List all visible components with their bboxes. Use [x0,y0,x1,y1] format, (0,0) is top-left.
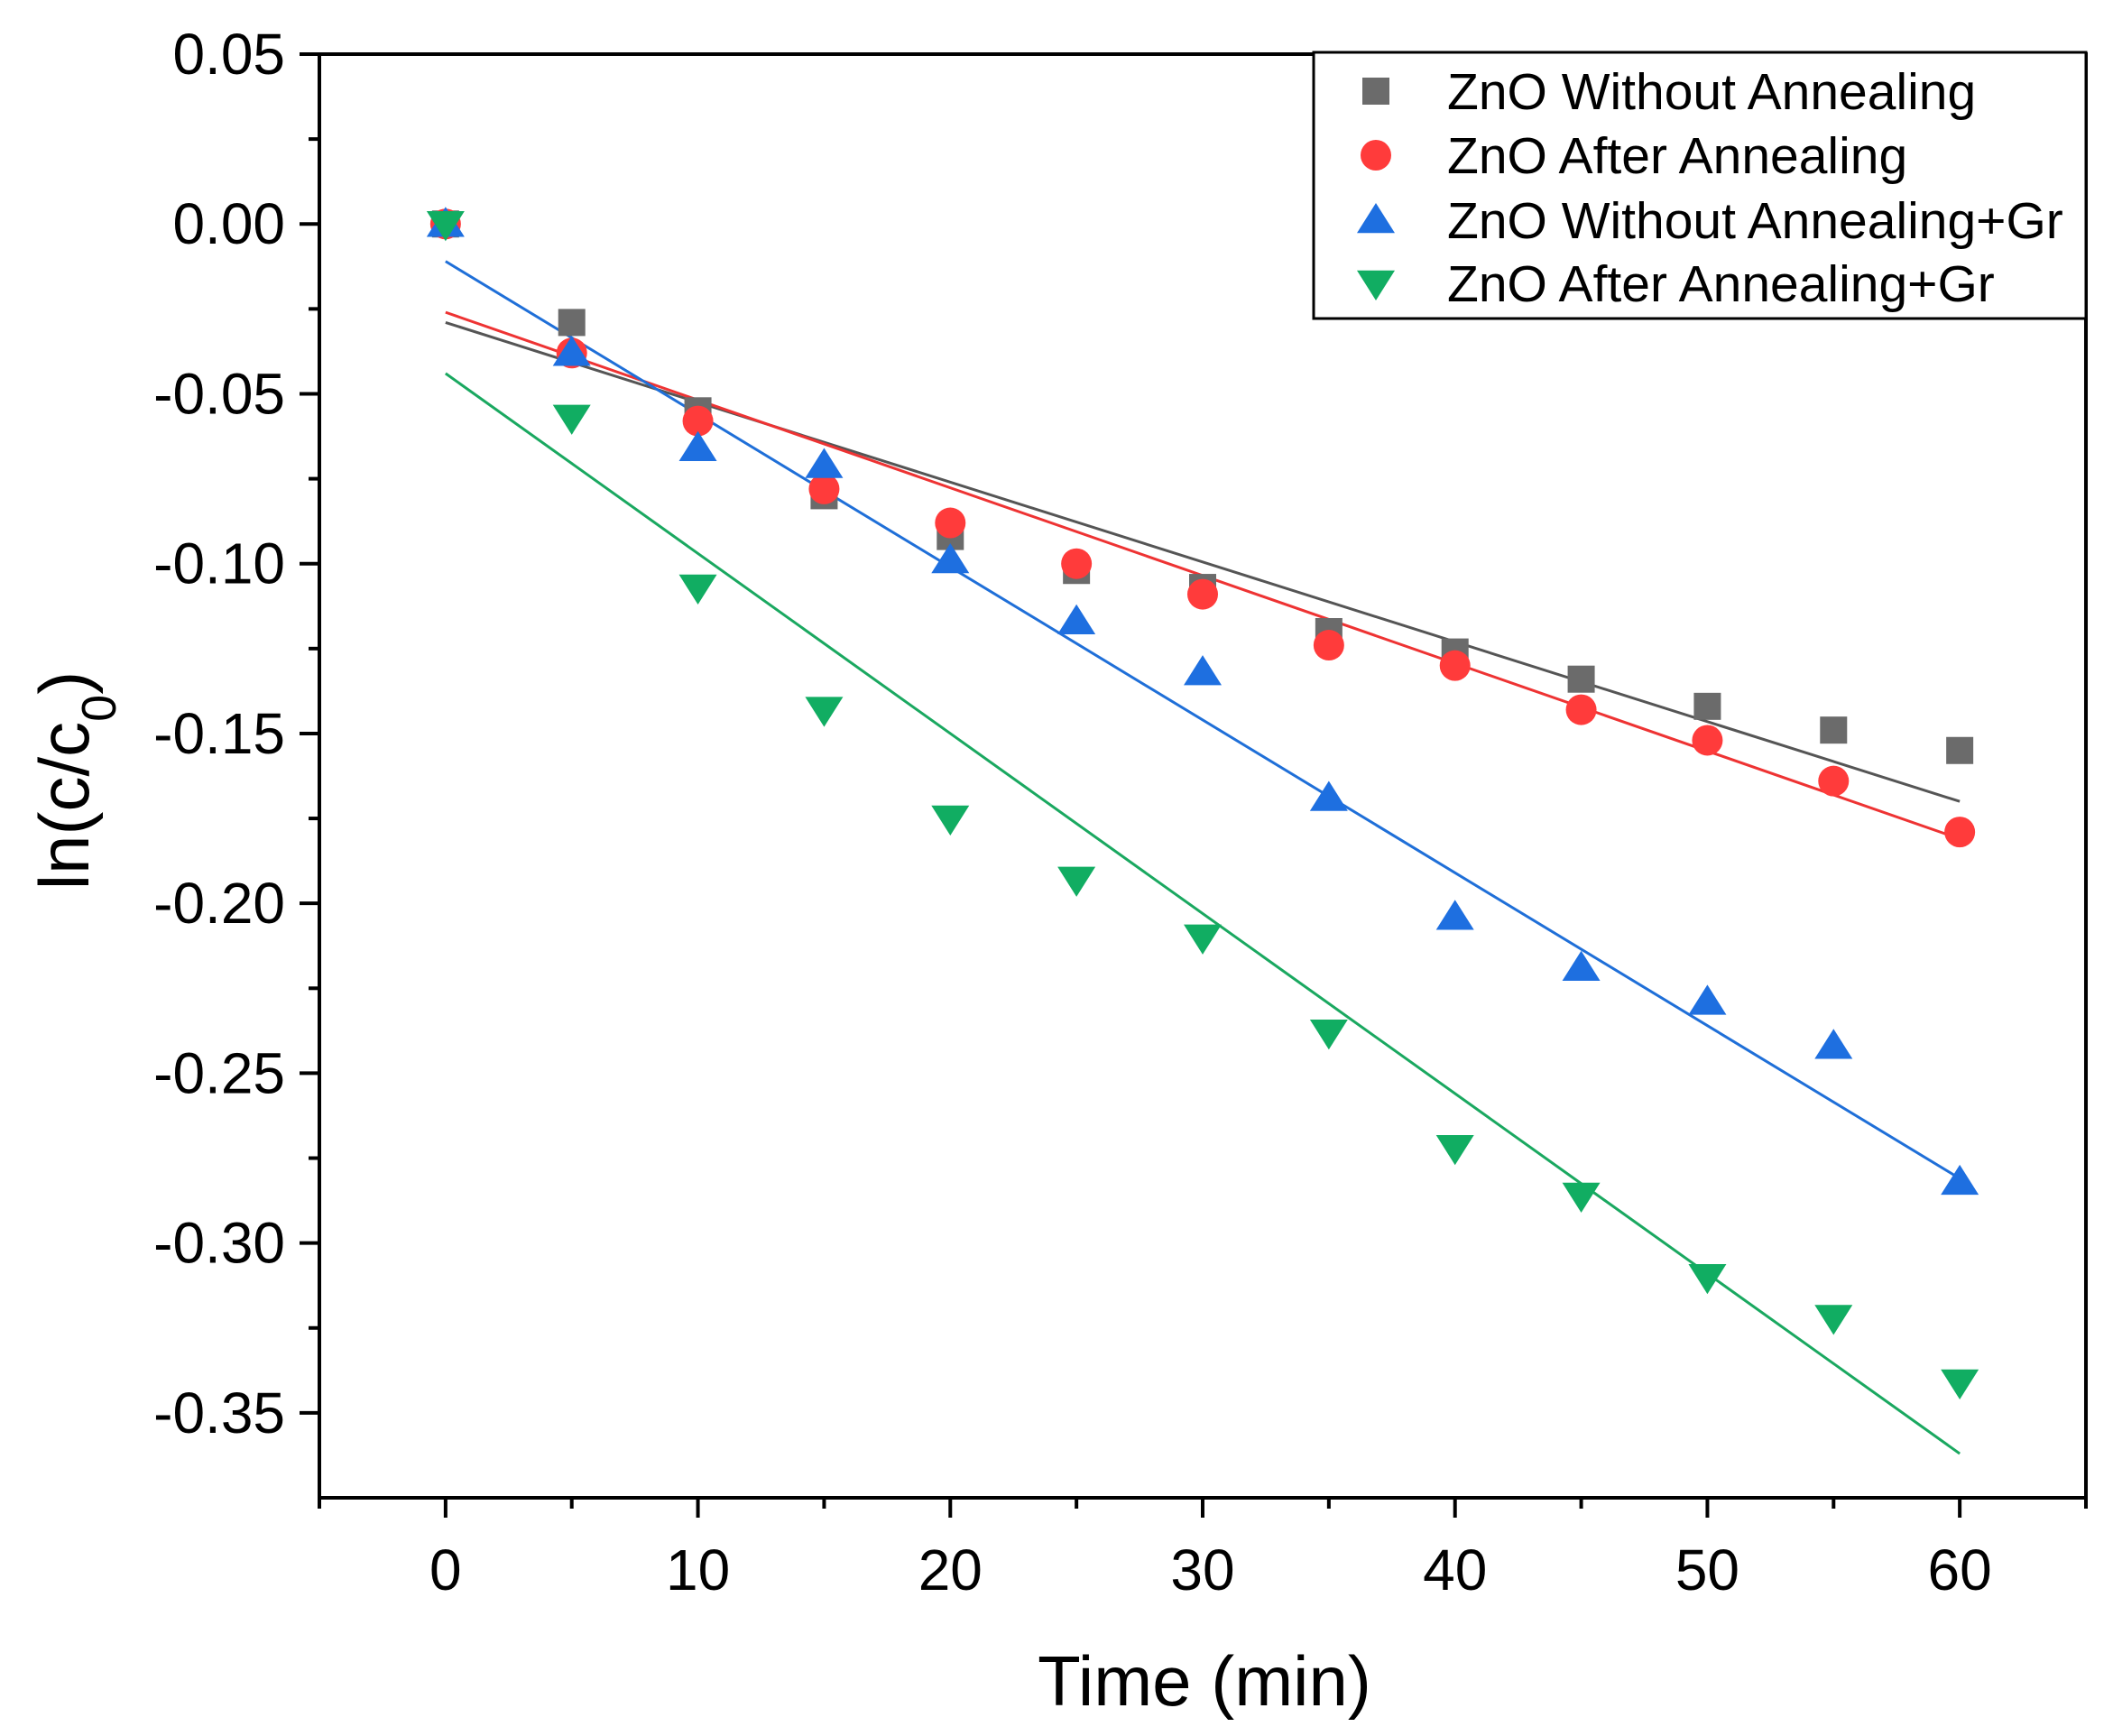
y-axis-title-subscript: 0 [72,695,126,722]
data-point [682,405,714,437]
legend-marker-series-2 [1361,140,1391,171]
data-point [1313,630,1344,661]
y-tick-label: -0.20 [153,871,285,936]
data-point [808,473,840,504]
data-markers [426,207,1979,1399]
data-point [426,210,465,242]
legend-label-series-1: ZnO Without Annealing [1447,63,1976,121]
y-axis-title-main: ln(c/c [24,722,104,890]
y-tick-label: -0.10 [153,531,285,596]
data-point [1946,736,1974,764]
data-point [1567,665,1595,693]
y-tick-label: -0.30 [153,1211,285,1276]
data-point [1184,924,1222,955]
data-point [1941,1369,1979,1399]
data-point [805,448,844,478]
data-point [931,542,970,574]
x-tick-label: 40 [1423,1537,1487,1602]
data-point [1439,650,1471,681]
data-point [1435,1134,1474,1166]
data-point [678,574,717,605]
fit-lines [444,260,1961,1455]
y-tick-label: -0.05 [153,361,285,426]
data-point [1820,716,1848,744]
data-point [1057,866,1096,897]
data-point [935,507,966,539]
legend-label-series-4: ZnO After Annealing+Gr [1447,255,1995,313]
data-point [1818,765,1850,797]
y-tick-label: -0.15 [153,701,285,766]
legend-marker-series-3 [1357,203,1395,234]
y-axis-title: ln(c/c0) [24,671,126,890]
fit-line-series-1 [445,320,1961,803]
legend-box [1312,51,2088,320]
data-point [1184,655,1222,686]
data-point [1061,548,1093,579]
y-tick-label: -0.25 [153,1040,285,1105]
x-axis-title: Time (min) [1038,1641,1371,1721]
legend-marker-series-1 [1362,78,1389,105]
data-point [558,309,586,337]
data-point [1693,692,1721,720]
data-point [552,404,591,435]
data-point [1562,1182,1601,1213]
x-tick-label: 30 [1170,1537,1234,1602]
y-tick-label: -0.35 [153,1380,285,1445]
legend: ZnO Without Annealing ZnO After Annealing… [1312,51,2088,320]
data-point [1688,984,1727,1015]
axes: 0 10 20 30 40 50 60 0.05 0.00 -0.05 -0.10 -0.15 -0.2… [153,22,2088,1602]
y-tick-label: 0.00 [172,191,285,256]
data-point [1309,1019,1348,1050]
data-point [552,336,591,366]
legend-label-series-2: ZnO After Annealing [1447,127,1907,185]
x-tick-label: 10 [666,1537,730,1602]
series-3-markers [426,207,1979,1196]
data-point [805,697,844,727]
data-point [1565,694,1597,725]
data-point [1944,817,1976,848]
fit-line-series-4 [444,372,1961,1455]
data-point [1814,1305,1853,1335]
y-tick-label: 0.05 [172,22,285,87]
data-point [1187,578,1218,610]
series-4-markers [426,210,1979,1399]
y-axis-title-close: ) [24,671,104,695]
data-point [931,805,970,836]
x-tick-label: 0 [429,1537,462,1602]
data-point [1309,780,1348,811]
data-point [678,430,717,461]
data-point [1057,604,1096,634]
x-tick-label: 60 [1928,1537,1992,1602]
x-tick-label: 50 [1675,1537,1739,1602]
legend-marker-series-4 [1357,270,1395,300]
x-tick-label: 20 [918,1537,983,1602]
data-point [1435,900,1474,930]
data-point [1562,950,1601,981]
data-point [1941,1164,1979,1196]
data-point [1688,1264,1727,1295]
fit-line-series-3 [445,260,1961,1180]
legend-label-series-3: ZnO Without Annealing+Gr [1447,192,2063,250]
data-point [1814,1029,1853,1059]
data-point [1692,725,1723,756]
